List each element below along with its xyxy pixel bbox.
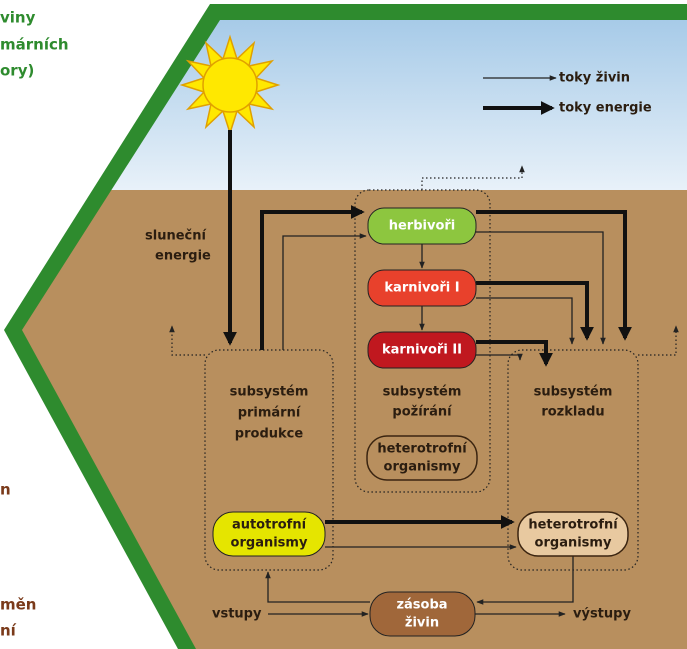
subsystem-label: primární [238, 406, 302, 421]
node-label: karnivoři I [384, 281, 459, 296]
left-text: n [0, 481, 11, 499]
subsystem-label: rozkladu [541, 405, 604, 420]
left-text: měn [0, 596, 36, 614]
io-label: výstupy [573, 607, 631, 622]
node-label: organismy [384, 460, 461, 475]
node-label: organismy [535, 536, 612, 551]
node-label: živin [405, 616, 439, 631]
legend-label: toky živin [559, 71, 630, 86]
legend-label: toky energie [559, 101, 652, 116]
node-label: heterotrofní [377, 442, 468, 457]
subsystem-label: subsystém [230, 385, 309, 400]
left-text: ory) [0, 62, 34, 80]
node-label: autotrofní [232, 518, 308, 533]
solar-label: sluneční [145, 229, 207, 244]
diagram: viny márních ory) n měn ní toky živin to… [0, 0, 687, 649]
subsystem-label: požírání [392, 405, 453, 420]
left-text: márních [0, 36, 69, 54]
left-text: viny [0, 9, 36, 27]
solar-label: energie [155, 249, 211, 264]
node-label: heterotrofní [528, 518, 619, 533]
subsystem-label: subsystém [534, 385, 613, 400]
node-label: zásoba [396, 598, 447, 613]
subsystem-label: subsystém [383, 385, 462, 400]
io-label: vstupy [212, 607, 262, 622]
node-label: herbivoři [389, 219, 456, 234]
left-text: ní [0, 622, 17, 640]
node-label: karnivoři II [382, 343, 462, 358]
subsystem-label: produkce [235, 427, 304, 442]
node-label: organismy [231, 536, 308, 551]
